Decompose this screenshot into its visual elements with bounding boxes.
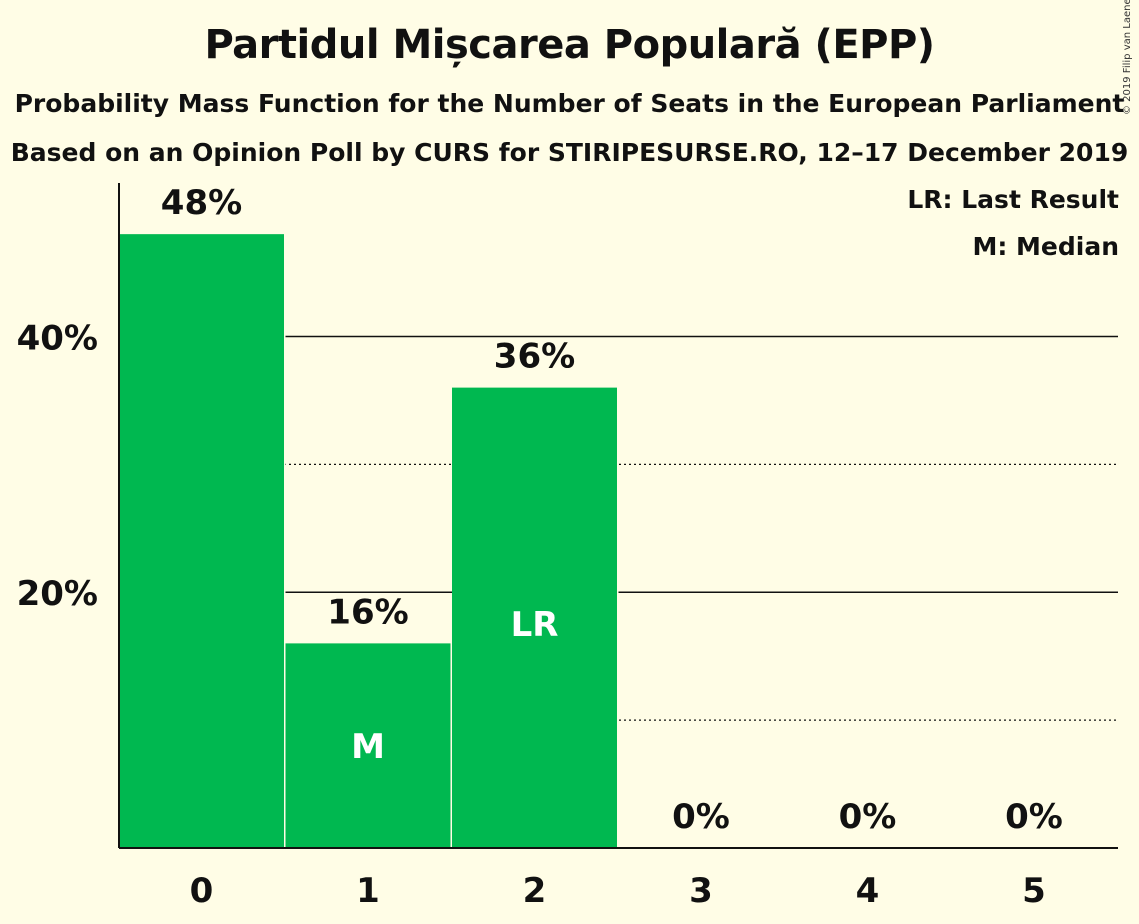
x-tick-label: 3 [689, 871, 713, 911]
chart-title: Partidul Mișcarea Populară (EPP) [204, 22, 935, 68]
chart-subtitle-poll: Based on an Opinion Poll by CURS for STI… [10, 138, 1129, 167]
x-tick-label: 4 [856, 871, 880, 911]
x-tick-label: 2 [523, 871, 547, 911]
bar [119, 234, 284, 849]
bar-value-label: 0% [1005, 797, 1063, 837]
bar-marker-label: M [351, 727, 385, 767]
legend-median: M: Median [972, 232, 1119, 261]
x-tick-label: 5 [1022, 871, 1046, 911]
bar [285, 643, 451, 848]
bar-value-label: 36% [494, 337, 575, 377]
bar-value-label: 16% [327, 592, 408, 632]
bar [452, 387, 617, 848]
y-tick-label: 20% [17, 574, 98, 614]
bar-value-label: 48% [161, 183, 242, 223]
x-tick-label: 1 [356, 871, 380, 911]
bar-value-label: 0% [839, 797, 897, 837]
x-tick-label: 0 [190, 871, 214, 911]
chart-subtitle: Probability Mass Function for the Number… [14, 89, 1125, 118]
legend-last-result: LR: Last Result [907, 185, 1119, 214]
bar-marker-label: LR [511, 605, 559, 645]
bar-value-label: 0% [672, 797, 730, 837]
y-tick-label: 40% [17, 318, 98, 358]
